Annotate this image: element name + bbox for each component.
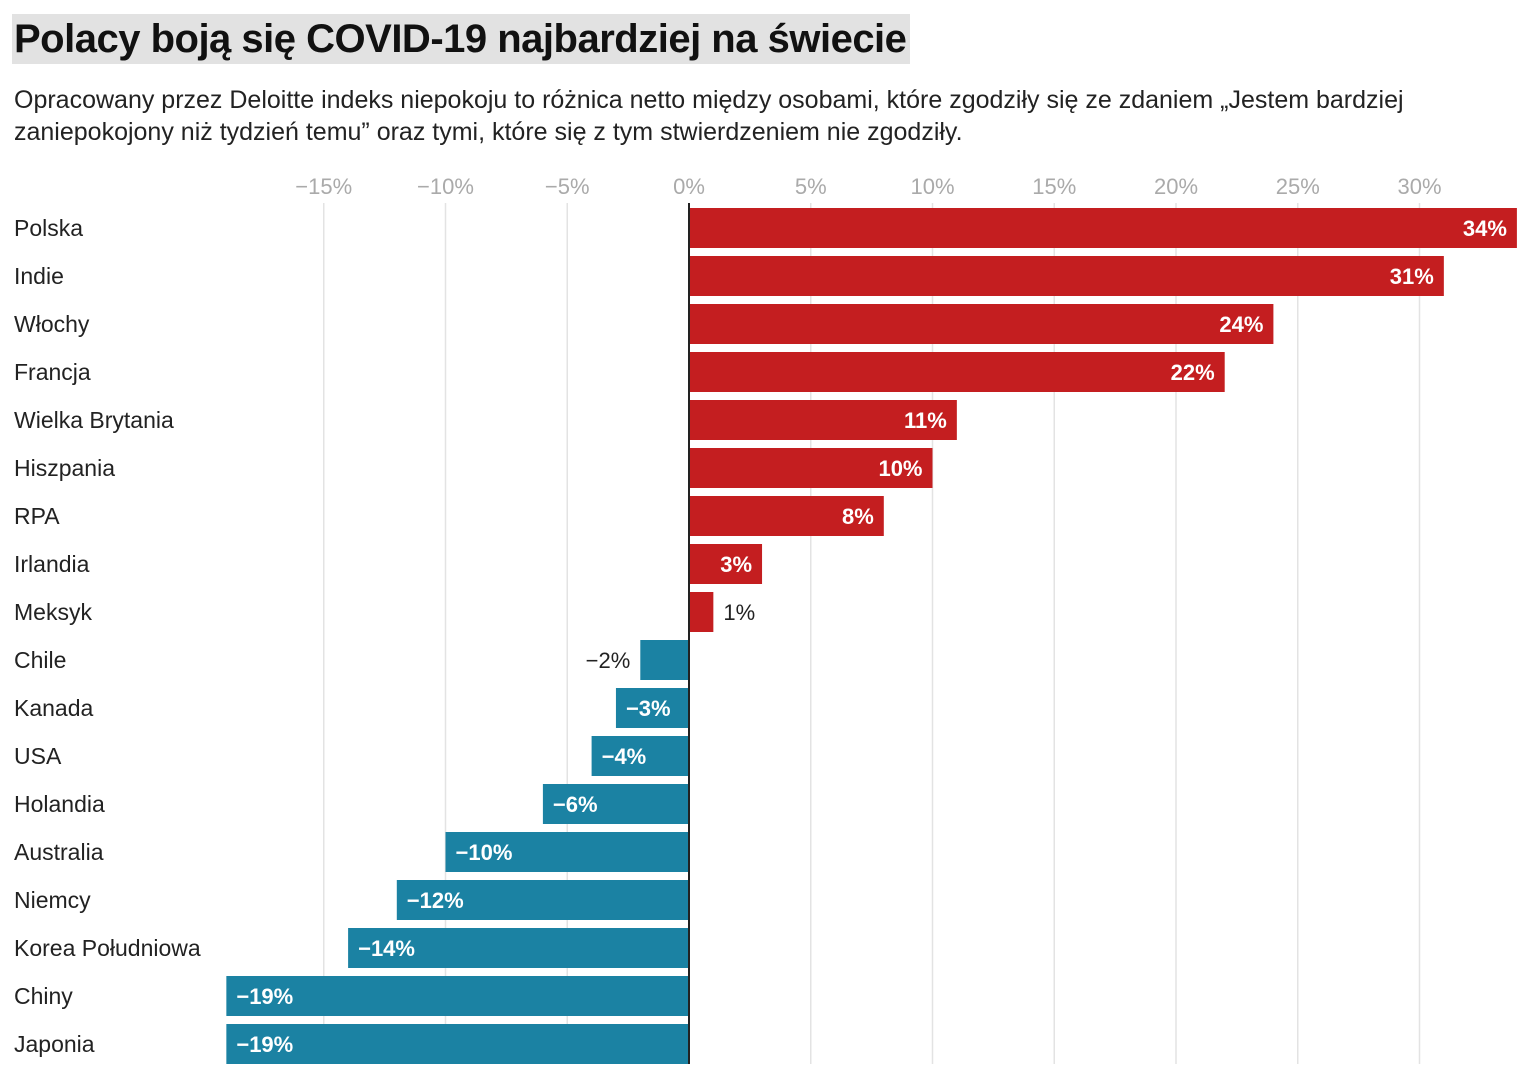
- data-label: 1%: [723, 600, 755, 625]
- data-label: 22%: [1171, 360, 1215, 385]
- bar: [396, 880, 689, 920]
- bar: [689, 400, 957, 440]
- category-label: Indie: [14, 263, 64, 289]
- data-label: −14%: [358, 936, 415, 961]
- data-label: 3%: [720, 552, 752, 577]
- category-label: Korea Południowa: [14, 935, 201, 961]
- bar: [445, 832, 689, 872]
- data-label: −19%: [236, 984, 293, 1009]
- bar: [615, 688, 689, 728]
- data-label: −10%: [456, 840, 513, 865]
- x-tick-label: 25%: [1276, 174, 1320, 199]
- x-tick-label: 10%: [910, 174, 954, 199]
- x-tick-label: −10%: [417, 174, 474, 199]
- chart-title-wrap: Polacy boją się COVID-19 najbardziej na …: [12, 14, 911, 64]
- bar: [348, 928, 689, 968]
- category-label: Australia: [14, 839, 104, 865]
- category-label: Kanada: [14, 695, 94, 721]
- chart-title: Polacy boją się COVID-19 najbardziej na …: [12, 14, 911, 64]
- data-label: −19%: [236, 1032, 293, 1057]
- x-tick-label: 5%: [795, 174, 827, 199]
- data-label: −3%: [626, 696, 671, 721]
- data-label: −6%: [553, 792, 598, 817]
- bar: [689, 352, 1225, 392]
- x-tick-label: 30%: [1397, 174, 1441, 199]
- bars-layer: [226, 208, 1517, 1064]
- data-label: 10%: [878, 456, 922, 481]
- data-label: 31%: [1390, 264, 1434, 289]
- data-label: 24%: [1219, 312, 1263, 337]
- x-tick-label: 20%: [1154, 174, 1198, 199]
- category-label: RPA: [14, 503, 60, 529]
- bar: [640, 640, 689, 680]
- bar: [689, 304, 1274, 344]
- category-label: Chile: [14, 647, 66, 673]
- category-label: Francja: [14, 359, 91, 385]
- bar: [689, 448, 933, 488]
- x-tick-label: −15%: [295, 174, 352, 199]
- category-label: Niemcy: [14, 887, 91, 913]
- data-label: 8%: [842, 504, 874, 529]
- bar: [542, 784, 689, 824]
- category-label: Irlandia: [14, 551, 90, 577]
- bar: [689, 544, 763, 584]
- data-label: 34%: [1463, 216, 1507, 241]
- category-label: USA: [14, 743, 62, 769]
- category-label: Meksyk: [14, 599, 92, 625]
- bar: [689, 496, 884, 536]
- x-tick-label: −5%: [545, 174, 590, 199]
- bar: [689, 208, 1517, 248]
- category-label: Chiny: [14, 983, 73, 1009]
- category-label: Polska: [14, 215, 83, 241]
- data-label: 11%: [904, 408, 947, 433]
- category-label: Holandia: [14, 791, 105, 817]
- data-label: −2%: [586, 648, 631, 673]
- category-label: Włochy: [14, 311, 90, 337]
- bar: [689, 256, 1444, 296]
- data-label: −4%: [602, 744, 647, 769]
- bar: [226, 976, 689, 1016]
- labels-layer: Polska 34% Indie 31% Włochy 24% Francja 22% Wiel…: [14, 203, 1507, 1064]
- category-label: Wielka Brytania: [14, 407, 174, 433]
- bar: [226, 1024, 689, 1064]
- bar: [591, 736, 689, 776]
- chart-subtitle: Opracowany przez Deloitte indeks niepoko…: [14, 86, 1404, 146]
- bar: [689, 592, 714, 632]
- x-tick-label: 15%: [1032, 174, 1076, 199]
- data-label: −12%: [407, 888, 464, 913]
- category-label: Hiszpania: [14, 455, 115, 481]
- grid-layer: −15% −10% −5% 0% 5% 10% 15% 20% 25% 30%: [295, 174, 1442, 1064]
- category-label: Japonia: [14, 1031, 95, 1057]
- x-tick-label: 0%: [673, 174, 705, 199]
